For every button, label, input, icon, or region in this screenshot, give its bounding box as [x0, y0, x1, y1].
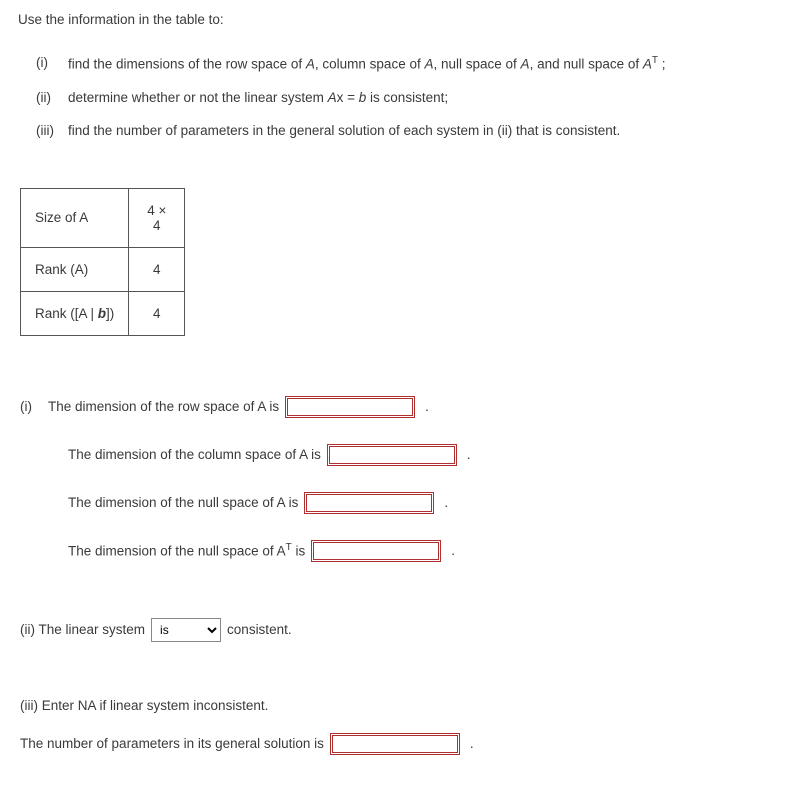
instruction-i: (i) find the dimensions of the row space… [36, 55, 793, 72]
answer-null-space: The dimension of the null space of A is … [20, 492, 793, 514]
num-ii: (ii) [36, 90, 68, 105]
i-at: A [643, 57, 652, 72]
i-m2: , null space of [433, 57, 520, 72]
text-i: find the dimensions of the row space of … [68, 55, 666, 72]
i-m3: , and null space of [530, 57, 643, 72]
dot: . [451, 543, 455, 558]
ii-pre: determine whether or not the linear syst… [68, 90, 328, 105]
ii-label: (ii) The linear system [20, 622, 145, 637]
null-space-input[interactable] [304, 492, 434, 514]
answer-null-space-at: The dimension of the null space of AT is… [20, 540, 793, 562]
dot: . [470, 736, 474, 751]
instruction-iii: (iii) find the number of parameters in t… [36, 123, 793, 138]
ans-num-i: (i) [20, 399, 48, 414]
answers-block: (i) The dimension of the row space of A … [20, 396, 793, 755]
dot: . [444, 495, 448, 510]
iii-label: The number of parameters in its general … [20, 736, 324, 751]
col-space-input[interactable] [327, 444, 457, 466]
params-input[interactable] [330, 733, 460, 755]
instruction-ii: (ii) determine whether or not the linear… [36, 90, 793, 105]
ii-post: consistent. [227, 622, 292, 637]
null-space-at-label: The dimension of the null space of AT is [68, 542, 305, 559]
i-m1: , column space of [315, 57, 425, 72]
consistency-select[interactable]: is [151, 618, 221, 642]
page-heading: Use the information in the table to: [18, 12, 793, 27]
table-row: Size of A 4 × 4 [21, 188, 185, 247]
ii-a: A [328, 90, 337, 105]
num-i: (i) [36, 55, 68, 72]
num-iii: (iii) [36, 123, 68, 138]
cell-rankab-val: 4 [129, 291, 185, 335]
dot: . [425, 399, 429, 414]
cell-rank-val: 4 [129, 247, 185, 291]
nsat-pre: The dimension of the null space of A [68, 544, 286, 559]
ii-end: is consistent; [366, 90, 448, 105]
col-space-label: The dimension of the column space of A i… [68, 447, 321, 462]
dot: . [467, 447, 471, 462]
iii-note-label: (iii) Enter NA if linear system inconsis… [20, 698, 268, 713]
cell-size-val: 4 × 4 [129, 188, 185, 247]
r3-post: ]) [106, 306, 114, 321]
row-space-label: The dimension of the row space of A is [48, 399, 279, 414]
instruction-list: (i) find the dimensions of the row space… [18, 55, 793, 138]
ii-x: x = [337, 90, 359, 105]
nsat-post: is [292, 544, 306, 559]
i-a3: A [521, 57, 530, 72]
table-row: Rank ([A | b]) 4 [21, 291, 185, 335]
r3-pre: Rank ([A | [35, 306, 98, 321]
cell-rankab-label: Rank ([A | b]) [21, 291, 129, 335]
answer-ii: (ii) The linear system is consistent. [20, 618, 793, 642]
answer-row-space: (i) The dimension of the row space of A … [20, 396, 793, 418]
r3-b: b [98, 306, 106, 321]
info-table: Size of A 4 × 4 Rank (A) 4 Rank ([A | b]… [20, 188, 185, 336]
text-ii: determine whether or not the linear syst… [68, 90, 448, 105]
text-iii: find the number of parameters in the gen… [68, 123, 620, 138]
i-a1: A [306, 57, 315, 72]
i-end: ; [658, 57, 666, 72]
cell-size-label: Size of A [21, 188, 129, 247]
null-space-at-input[interactable] [311, 540, 441, 562]
answer-iii: The number of parameters in its general … [20, 733, 793, 755]
answer-iii-note: (iii) Enter NA if linear system inconsis… [20, 698, 793, 713]
table-row: Rank (A) 4 [21, 247, 185, 291]
i-pre: find the dimensions of the row space of [68, 57, 306, 72]
answer-col-space: The dimension of the column space of A i… [20, 444, 793, 466]
row-space-input[interactable] [285, 396, 415, 418]
null-space-label: The dimension of the null space of A is [68, 495, 298, 510]
cell-rank-label: Rank (A) [21, 247, 129, 291]
